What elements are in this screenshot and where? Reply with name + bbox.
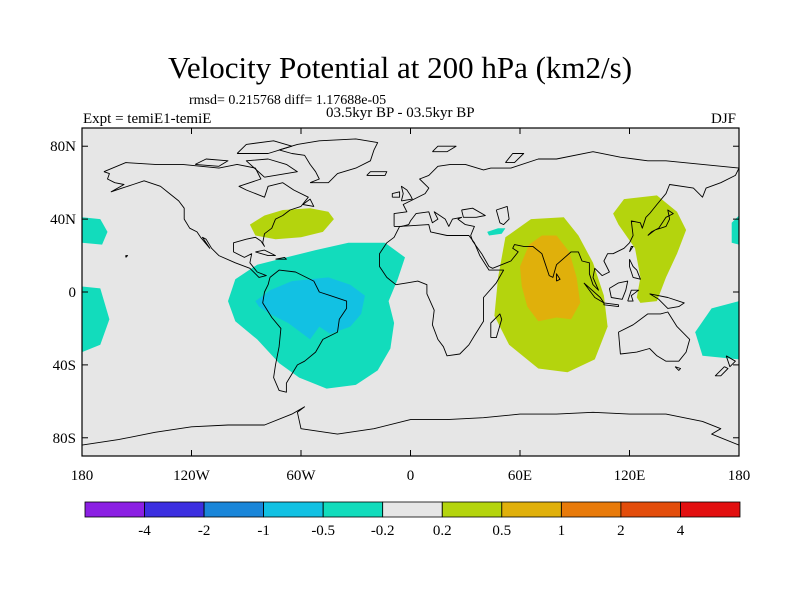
- x-tick-label: 180: [728, 468, 751, 484]
- coast-australia: [618, 311, 691, 362]
- colorbar-label: -2: [198, 523, 211, 539]
- region-east-pacific-south-west-edge: [82, 286, 110, 353]
- region-east-pacific-west-edge: [82, 217, 108, 245]
- coast-victoria-island: [195, 158, 229, 167]
- x-tick-label: 60E: [508, 468, 532, 484]
- colorbar-label: 0.5: [492, 523, 511, 539]
- coastlines: [82, 138, 739, 446]
- coast-sulawesi: [627, 289, 640, 302]
- coast-sri-lanka: [556, 273, 561, 282]
- colorbar-swatch: [203, 501, 265, 518]
- y-tick-label: 80S: [53, 431, 76, 447]
- colorbar-label: 0.2: [433, 523, 452, 539]
- coast-java: [603, 302, 619, 308]
- colorbar-swatch: [441, 501, 503, 518]
- colorbar-label: -0.2: [371, 523, 395, 539]
- coast-new-zealand-south: [714, 366, 729, 377]
- coast-novaya-zemlya: [505, 153, 525, 164]
- colorbar-label: 2: [617, 523, 625, 539]
- coast-antarctica: [82, 406, 739, 446]
- stats-label: rmsd= 0.215768 diff= 1.17688e-05: [189, 93, 387, 108]
- coast-newfoundland: [302, 198, 315, 207]
- region-brazil-negative-core: [255, 277, 365, 340]
- period-label: 03.5kyr BP - 03.5kyr BP: [326, 105, 475, 121]
- season-label: DJF: [711, 111, 737, 127]
- chart-title: Velocity Potential at 200 hPa (km2/s): [167, 50, 633, 85]
- region-north-atlantic-positive: [249, 208, 334, 240]
- experiment-label: Expt = temiE1-temiE: [83, 111, 212, 127]
- coast-caspian-sea: [495, 205, 510, 226]
- coast-hispaniola: [275, 256, 287, 260]
- region-arabian-positive: [487, 228, 506, 236]
- y-tick-label: 40S: [53, 358, 76, 374]
- y-tick-label: 0: [69, 285, 77, 301]
- y-axis: 80N 40N 0 40S 80S: [50, 139, 739, 447]
- coast-hawaii: [125, 255, 129, 258]
- coast-black-sea: [461, 207, 486, 218]
- coast-taiwan: [629, 245, 634, 253]
- colorbar-label: -4: [138, 523, 151, 539]
- colorbar-label: 4: [677, 523, 685, 539]
- coast-greenland: [278, 138, 379, 184]
- colorbar-swatch: [263, 501, 324, 518]
- colorbar-swatch: [620, 501, 681, 518]
- colorbar-label: 1: [558, 523, 566, 539]
- coast-eurasia: [393, 151, 739, 291]
- colorbar-swatch: [382, 501, 443, 518]
- x-axis: 180 120W 60W 0 60E 120E 180: [71, 128, 751, 484]
- y-tick-label: 80N: [50, 139, 76, 155]
- coast-iceland: [366, 171, 388, 176]
- colorbar-label: -1: [257, 523, 270, 539]
- colorbar-swatch: [322, 501, 384, 518]
- region-south-pacific-east-edge: [695, 301, 739, 360]
- coast-ellesmere-island: [236, 140, 293, 154]
- colorbar-label: -0.5: [311, 523, 335, 539]
- coast-borneo: [608, 280, 629, 300]
- x-tick-label: 180: [71, 468, 94, 484]
- coast-madagascar: [490, 313, 503, 339]
- x-tick-label: 60W: [286, 468, 316, 484]
- coast-japan: [647, 209, 674, 236]
- x-tick-label: 0: [407, 468, 415, 484]
- x-tick-label: 120W: [173, 468, 211, 484]
- coast-svalbard: [432, 145, 457, 153]
- coast-baffin-island: [245, 158, 298, 178]
- coast-new-zealand-north: [725, 355, 736, 368]
- colorbar: -4 -2 -1 -0.5 -0.2 0.2 0.5 1 2 4: [84, 501, 741, 539]
- coast-new-guinea: [649, 293, 685, 309]
- colorbar-swatch: [144, 501, 205, 518]
- coast-great-britain: [400, 185, 413, 202]
- colorbar-swatch: [680, 501, 741, 518]
- coast-north-america: [103, 162, 309, 278]
- y-tick-label: 40N: [50, 212, 76, 228]
- map-background: [82, 128, 739, 456]
- coast-cuba: [255, 249, 276, 257]
- coast-ireland: [391, 191, 401, 198]
- coast-south-america: [262, 269, 348, 393]
- x-tick-label: 120E: [614, 468, 646, 484]
- colorbar-swatch: [501, 501, 562, 518]
- colorbar-swatch: [84, 501, 145, 518]
- colorbar-swatch: [561, 501, 622, 518]
- region-west-pacific-east-edge: [731, 215, 739, 245]
- coast-tasmania: [674, 366, 682, 371]
- coast-philippines: [629, 259, 641, 280]
